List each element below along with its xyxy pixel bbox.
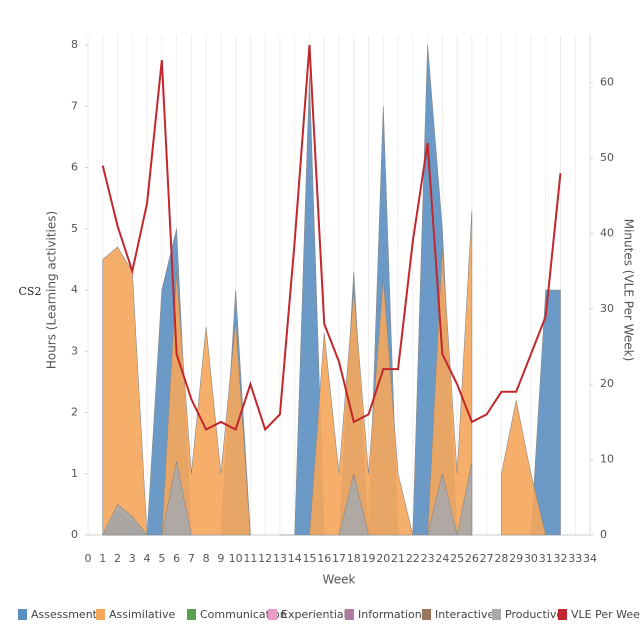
y2-tick-label: 40 (600, 226, 614, 239)
x-tick-label: 6 (173, 552, 180, 565)
x-tick-label: 23 (421, 552, 435, 565)
x-tick-label: 19 (362, 552, 376, 565)
x-tick-label: 2 (114, 552, 121, 565)
area (338, 473, 369, 536)
x-tick-label: 32 (553, 552, 567, 565)
y-tick-label: 2 (71, 406, 78, 419)
area (427, 461, 473, 536)
y-tick-label: 7 (71, 99, 78, 112)
x-tick-label: 22 (406, 552, 420, 565)
x-tick-label: 33 (568, 552, 582, 565)
x-tick-label: 0 (85, 552, 92, 565)
x-tick-label: 14 (288, 552, 302, 565)
vle-line (101, 44, 562, 432)
x-tick-label: 1 (99, 552, 106, 565)
y2-axis-label: Minutes (VLE Per Week) (622, 219, 636, 362)
legend-label: Experiential (281, 608, 347, 621)
x-tick-label: 17 (332, 552, 346, 565)
y-tick-label: 1 (71, 467, 78, 480)
x-tick-label: 30 (524, 552, 538, 565)
x-tick-label: 9 (217, 552, 224, 565)
x-tick-label: 4 (144, 552, 151, 565)
legend-label: Productive (505, 608, 563, 621)
legend-swatch (18, 609, 27, 620)
x-tick-label: 34 (583, 552, 597, 565)
x-tick-label: 27 (480, 552, 494, 565)
x-tick-label: 25 (450, 552, 464, 565)
x-axis-label: Week (323, 573, 356, 587)
legend-swatch (268, 609, 277, 620)
legend-swatch (558, 609, 567, 620)
x-tick-label: 10 (229, 552, 243, 565)
x-tick-label: 21 (391, 552, 405, 565)
y-tick-label: 6 (71, 161, 78, 174)
y-axis-label: Hours (Learning activities) (45, 211, 59, 369)
legend-swatch (96, 609, 105, 620)
legend-swatch (187, 609, 196, 620)
x-tick-label: 15 (302, 552, 316, 565)
x-tick-label: 28 (494, 552, 508, 565)
area (102, 461, 192, 536)
y-tick-label: 4 (71, 283, 78, 296)
legend-swatch (422, 609, 431, 620)
y2-tick-label: 30 (600, 302, 614, 315)
legend-label: Information (358, 608, 422, 621)
area (501, 400, 547, 536)
legend-label: Assimilative (109, 608, 175, 621)
x-tick-label: 16 (317, 552, 331, 565)
x-tick-label: 24 (435, 552, 449, 565)
x-tick-label: 3 (129, 552, 136, 565)
y2-tick-label: 50 (600, 151, 614, 164)
y-tick-label: 8 (71, 38, 78, 51)
y2-tick-label: 20 (600, 377, 614, 390)
x-tick-label: 20 (376, 552, 390, 565)
legend-label: VLE Per Week (571, 608, 640, 621)
y-tick-label: 5 (71, 222, 78, 235)
x-tick-label: 31 (539, 552, 553, 565)
legend-swatch (345, 609, 354, 620)
legend-swatch (492, 609, 501, 620)
area (530, 289, 561, 536)
x-tick-label: 13 (273, 552, 287, 565)
legend-label: Interactive (435, 608, 494, 621)
x-tick-label: 26 (465, 552, 479, 565)
y2-tick-label: 0 (600, 528, 607, 541)
x-tick-label: 29 (509, 552, 523, 565)
y-tick-label: 0 (71, 528, 78, 541)
legend-label: Assessment (31, 608, 98, 621)
x-tick-label: 5 (158, 552, 165, 565)
y-tick-label: 3 (71, 344, 78, 357)
x-tick-label: 11 (243, 552, 257, 565)
x-tick-label: 12 (258, 552, 272, 565)
x-tick-label: 7 (188, 552, 195, 565)
y2-tick-label: 60 (600, 76, 614, 89)
legend-label: Communication (200, 608, 287, 621)
y2-tick-label: 10 (600, 453, 614, 466)
x-tick-label: 8 (203, 552, 210, 565)
x-tick-label: 18 (347, 552, 361, 565)
area (309, 210, 473, 536)
side-label: CS2 (19, 285, 42, 298)
